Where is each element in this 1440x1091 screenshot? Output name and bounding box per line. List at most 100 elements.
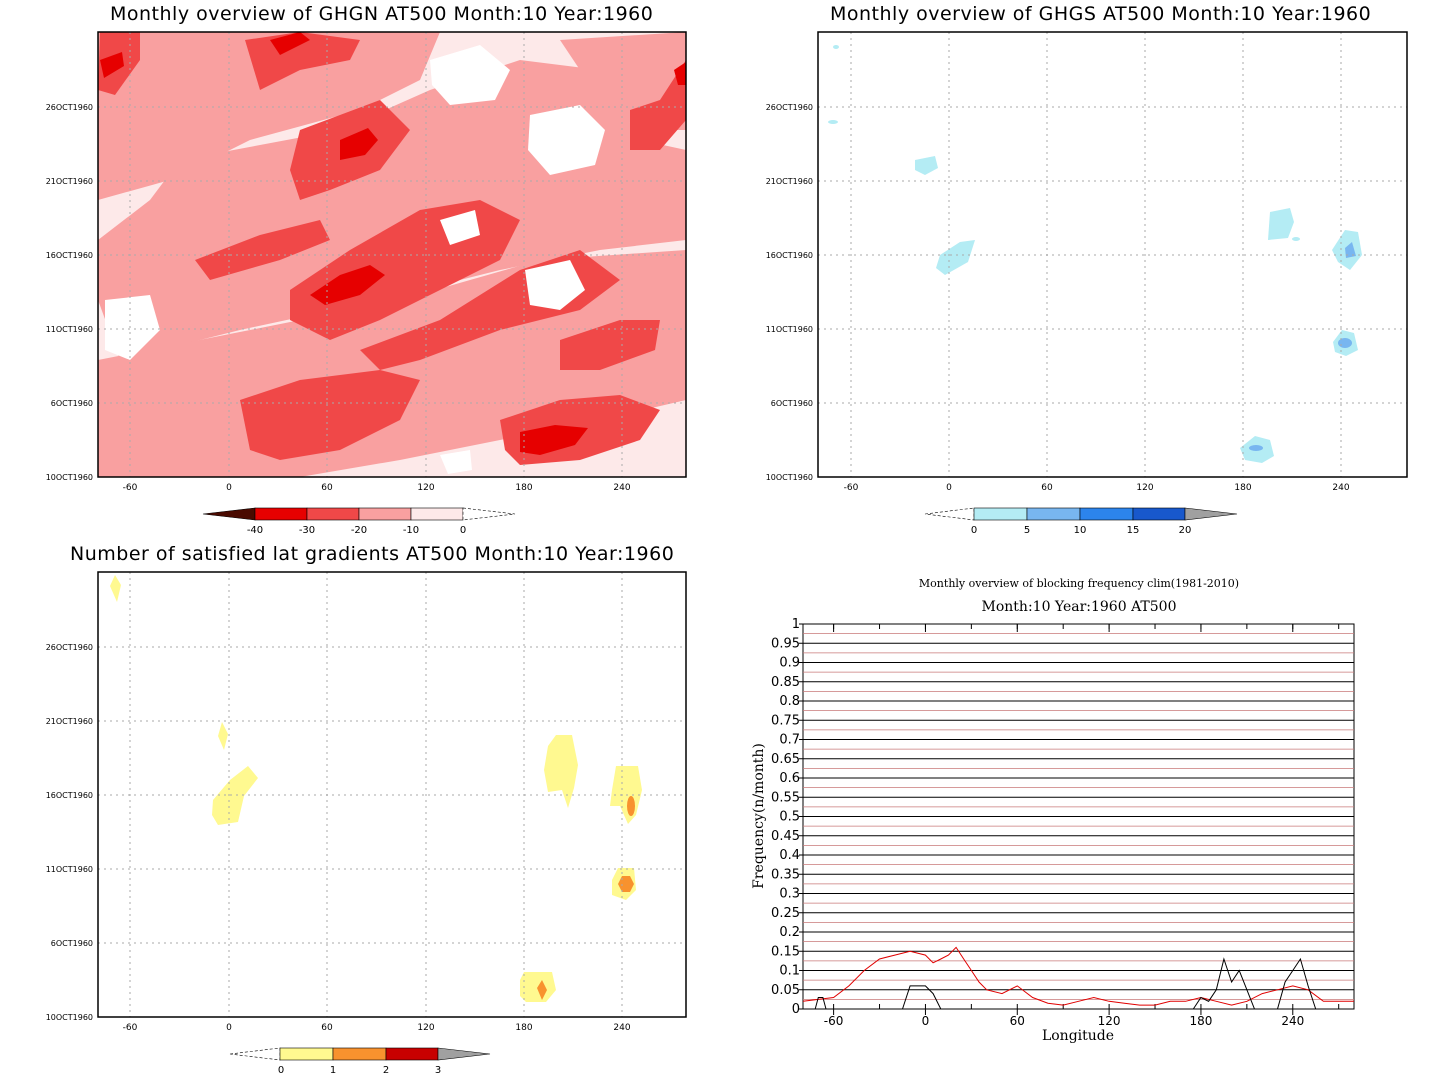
ghgn-ytick: 16OCT1960	[46, 251, 93, 260]
gradients-frame	[97, 571, 687, 1018]
gradients-cbar-tick: 1	[330, 1065, 336, 1076]
freq-ytick-label: 1	[792, 617, 800, 632]
freq-series	[802, 946, 1354, 1010]
gradients-cbar-tick: 3	[435, 1065, 441, 1076]
gradients-xtick: 0	[226, 1023, 232, 1033]
ghgs-xtick: 0	[946, 483, 952, 493]
freq-series-observed	[803, 957, 1354, 1010]
freq-ytick-label: 0.45	[771, 829, 800, 844]
freq-ytick-label: 0.35	[771, 867, 800, 882]
gradients-xtick: 120	[417, 1023, 434, 1033]
ghgn-frame	[97, 31, 687, 478]
ghgs-grid	[818, 32, 1407, 477]
ghgs-xtick: 180	[1234, 483, 1251, 493]
freq-ytick-label: 0.9	[779, 656, 800, 671]
ghgn-ytick: 26OCT1960	[46, 103, 93, 112]
ghgs-xtick: -60	[844, 483, 859, 493]
ghgn-xtick: 120	[417, 483, 434, 493]
freq-subtitle: Month:10 Year:1960 AT500	[982, 599, 1177, 615]
ghgs-cbar-tick: 15	[1127, 525, 1140, 536]
ghgs-colorbar	[924, 507, 1238, 521]
freq-ytick-label: 0.15	[771, 944, 800, 959]
ghgn-colorbar	[202, 507, 516, 521]
gradients-xtick: 60	[321, 1023, 333, 1033]
ghgn-cbar-tick: -40	[247, 525, 263, 536]
freq-xtick-label: 0	[922, 1014, 930, 1028]
gradients-xtick: -60	[123, 1023, 138, 1033]
freq-ytick-label: 0.95	[771, 636, 800, 651]
ghgs-xtick: 240	[1332, 483, 1349, 493]
gradients-ytick: 6OCT1960	[51, 939, 93, 948]
freq-xtick-label: -60	[824, 1014, 844, 1028]
ghgn-cbar-tick: 0	[460, 525, 466, 536]
freq-xtick-label: 180	[1189, 1014, 1212, 1028]
ghgn-cbar-tick: -20	[351, 525, 367, 536]
freq-ytick-label: 0.4	[779, 848, 800, 863]
ghgn-xtick: 240	[613, 483, 630, 493]
ghgs-frame	[817, 31, 1408, 478]
freq-ytick-label: 0.25	[771, 906, 800, 921]
freq-ytick-label: 0.5	[779, 810, 800, 825]
freq-ytick-label: 0.7	[779, 733, 800, 748]
ghgs-cbar-tick: 0	[971, 525, 977, 536]
ghgs-chart: -60 0 60 120 180 240 10OCT1960 6OCT1960 …	[766, 31, 1408, 536]
freq-x-axis: -60 0 60 120 180 240	[824, 624, 1340, 1028]
ghgs-ytick: 10OCT1960	[766, 473, 813, 482]
freq-xtick-label: 240	[1281, 1014, 1304, 1028]
ghgn-chart: -60 0 60 120 180 240 10OCT1960 6OCT1960 …	[46, 31, 687, 536]
ghgn-title: Monthly overview of GHGN AT500 Month:10 …	[110, 3, 654, 25]
freq-xtick-label: 60	[1010, 1014, 1025, 1028]
freq-ytick-label: 0.2	[779, 925, 800, 940]
gradients-ytick: 26OCT1960	[46, 643, 93, 652]
gradients-title: Number of satisfied lat gradients AT500 …	[70, 543, 675, 565]
gradients-cbar-tick: 2	[383, 1065, 389, 1076]
ghgn-xtick: 180	[515, 483, 532, 493]
freq-xlabel: Longitude	[1042, 1028, 1114, 1044]
freq-y-axis: 0 0.05 0.1 0.15 0.2 0.25 0.3 0.35 0.4 0.45 0.5 0.55…	[771, 617, 803, 1017]
freq-xtick-label: 120	[1098, 1014, 1121, 1028]
gradients-field	[110, 575, 642, 1002]
ghgn-ytick: 21OCT1960	[46, 177, 93, 186]
gradients-chart: -60 0 60 120 180 240 10OCT1960 6OCT1960 …	[46, 571, 687, 1076]
freq-ytick-label: 0.75	[771, 713, 800, 728]
freq-chart: Monthly overview of blocking frequency c…	[751, 577, 1355, 1044]
ghgs-field	[828, 45, 1362, 463]
ghgs-ytick: 26OCT1960	[766, 103, 813, 112]
ghgn-grid	[98, 32, 686, 477]
ghgn-xtick: -60	[123, 483, 138, 493]
ghgn-cbar-tick: -10	[403, 525, 419, 536]
ghgn-cbar-tick: -30	[299, 525, 315, 536]
gradients-ytick: 11OCT1960	[46, 865, 93, 874]
ghgs-xtick: 60	[1041, 483, 1053, 493]
freq-title: Monthly overview of blocking frequency c…	[919, 577, 1239, 590]
freq-series-climatology	[802, 946, 1354, 1006]
gradients-ytick: 21OCT1960	[46, 717, 93, 726]
freq-grid	[803, 623, 1354, 1010]
freq-ytick-label: 0.3	[779, 887, 800, 902]
gradients-colorbar	[229, 1047, 491, 1061]
freq-ytick-label: 0.1	[779, 964, 800, 979]
ghgs-cbar-tick: 20	[1179, 525, 1192, 536]
ghgs-ytick: 21OCT1960	[766, 177, 813, 186]
freq-ytick-label: 0.8	[779, 694, 800, 709]
ghgn-ytick: 6OCT1960	[51, 399, 93, 408]
gradients-ytick: 16OCT1960	[46, 791, 93, 800]
gradients-ytick: 10OCT1960	[46, 1013, 93, 1022]
gradients-xtick: 180	[515, 1023, 532, 1033]
ghgs-ytick: 16OCT1960	[766, 251, 813, 260]
freq-ytick-label: 0.05	[771, 983, 800, 998]
ghgs-ytick: 6OCT1960	[771, 399, 813, 408]
freq-ytick-label: 0	[792, 1002, 800, 1017]
gradients-cbar-tick: 0	[278, 1065, 284, 1076]
ghgn-xtick: 60	[321, 483, 333, 493]
ghgn-ytick: 11OCT1960	[46, 325, 93, 334]
gradients-xtick: 240	[613, 1023, 630, 1033]
ghgs-ytick: 11OCT1960	[766, 325, 813, 334]
freq-ytick-label: 0.55	[771, 790, 800, 805]
freq-ylabel: Frequency(n/month)	[751, 743, 767, 889]
ghgs-xtick: 120	[1136, 483, 1153, 493]
ghgn-ytick: 10OCT1960	[46, 473, 93, 482]
freq-ytick-label: 0.6	[779, 771, 800, 786]
freq-ytick-label: 0.65	[771, 752, 800, 767]
ghgs-title: Monthly overview of GHGS AT500 Month:10 …	[830, 3, 1372, 25]
